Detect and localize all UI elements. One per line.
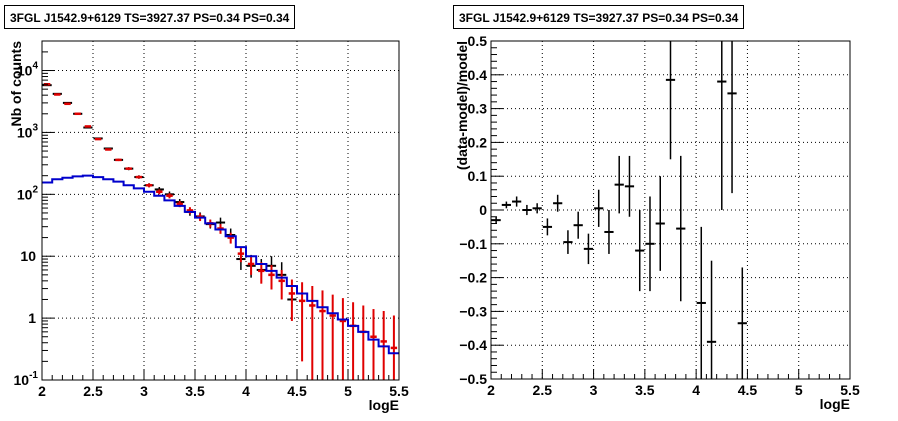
x-axis-label: logE bbox=[369, 397, 399, 413]
y-tick-label: 10 bbox=[20, 248, 36, 264]
y-tick-label: 102 bbox=[17, 184, 39, 202]
x-tick-label: 3 bbox=[590, 382, 598, 398]
x-tick-label: 4.5 bbox=[738, 382, 758, 398]
y-tick-label: −0.3 bbox=[459, 303, 487, 319]
y-tick-label: 0.1 bbox=[468, 168, 488, 184]
x-tick-label: 2.5 bbox=[83, 383, 103, 399]
x-tick-label: 2.5 bbox=[533, 382, 553, 398]
y-axis-label: Nb of counts bbox=[8, 41, 24, 127]
x-tick-label: 5.5 bbox=[840, 382, 860, 398]
y-tick-label: 10-1 bbox=[14, 370, 39, 388]
left-chart-panel: 2 2.5 3 3.5 4 4.5 5 5.5 logE 10-1 1 10 102 103 104 Nb o… bbox=[4, 5, 409, 413]
left-chart-title: 3FGL J1542.9+6129 TS=3927.37 PS=0.34 PS=… bbox=[4, 5, 296, 29]
y-tick-label: 103 bbox=[17, 122, 39, 140]
y-tick-label: 0.3 bbox=[468, 101, 488, 117]
model-step-line bbox=[42, 174, 399, 355]
y-tick-label: 0.2 bbox=[468, 134, 488, 150]
x-tick-label: 4 bbox=[242, 383, 250, 399]
y-tick-label: 1 bbox=[28, 310, 36, 326]
y-axis-label: (data-model)/model bbox=[454, 41, 470, 170]
x-tick-label: 3 bbox=[140, 383, 148, 399]
right-chart-title: 3FGL J1542.9+6129 TS=3927.37 PS=0.34 PS=… bbox=[453, 5, 745, 29]
x-tick-label: 3.5 bbox=[185, 383, 205, 399]
y-tick-label: 104 bbox=[17, 61, 39, 79]
y-tick-label: 0.4 bbox=[468, 67, 488, 83]
right-chart-panel: 2 2.5 3 3.5 4 4.5 5 5.5 logE −0.5 −0.4 −0.3 −0.2 −0.1… bbox=[449, 0, 898, 421]
y-tick-label: −0.5 bbox=[459, 371, 487, 387]
y-tick-label: −0.4 bbox=[459, 337, 487, 353]
y-tick-label: 0.5 bbox=[468, 33, 488, 49]
x-tick-label: 5 bbox=[344, 383, 352, 399]
plot-frame bbox=[41, 40, 400, 381]
x-tick-label: 2 bbox=[38, 383, 46, 399]
y-tick-label: −0.2 bbox=[459, 270, 487, 286]
x-axis-label: logE bbox=[820, 396, 850, 412]
x-tick-label: 4 bbox=[692, 382, 700, 398]
x-tick-label: 3.5 bbox=[635, 382, 655, 398]
x-tick-label: 4.5 bbox=[287, 383, 307, 399]
y-tick-label: −0.1 bbox=[459, 236, 487, 252]
x-tick-label: 5.5 bbox=[389, 383, 409, 399]
x-tick-label: 5 bbox=[795, 382, 803, 398]
x-tick-label: 2 bbox=[487, 382, 495, 398]
y-tick-label: 0 bbox=[479, 202, 487, 218]
